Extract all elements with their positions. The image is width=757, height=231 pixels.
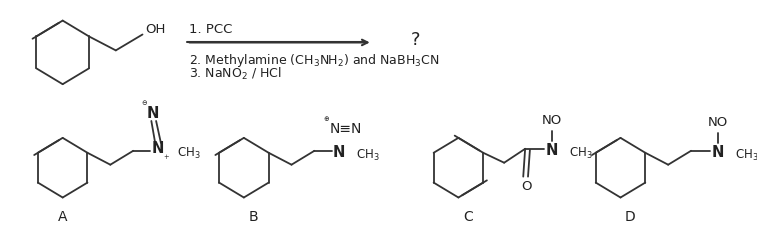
Text: OH: OH <box>145 23 166 36</box>
Text: 3. NaNO$_2$ / HCl: 3. NaNO$_2$ / HCl <box>188 66 282 82</box>
Text: 2. Methylamine (CH$_3$NH$_2$) and NaBH$_3$CN: 2. Methylamine (CH$_3$NH$_2$) and NaBH$_… <box>188 52 439 69</box>
Text: N: N <box>712 145 724 160</box>
Text: $^+$: $^+$ <box>161 154 170 164</box>
Text: N≡N: N≡N <box>329 122 362 136</box>
Text: CH$_3$: CH$_3$ <box>357 148 380 163</box>
Text: O: O <box>521 180 531 193</box>
Text: ?: ? <box>411 31 420 49</box>
Text: NO: NO <box>708 116 728 129</box>
Text: N: N <box>546 143 558 158</box>
Text: C: C <box>463 210 473 224</box>
Text: A: A <box>58 210 67 224</box>
Text: N: N <box>152 141 164 156</box>
Text: N: N <box>147 106 160 121</box>
Text: D: D <box>625 210 635 224</box>
Text: $^\ominus$: $^\ominus$ <box>141 100 149 110</box>
Text: $^\oplus$: $^\oplus$ <box>322 116 331 126</box>
Text: 1. PCC: 1. PCC <box>188 23 232 36</box>
Text: CH$_3$: CH$_3$ <box>735 148 757 163</box>
Text: CH$_3$: CH$_3$ <box>177 146 201 161</box>
Text: N: N <box>333 145 345 160</box>
Text: B: B <box>248 210 258 224</box>
Text: NO: NO <box>542 115 562 128</box>
Text: CH$_3$: CH$_3$ <box>569 146 593 161</box>
